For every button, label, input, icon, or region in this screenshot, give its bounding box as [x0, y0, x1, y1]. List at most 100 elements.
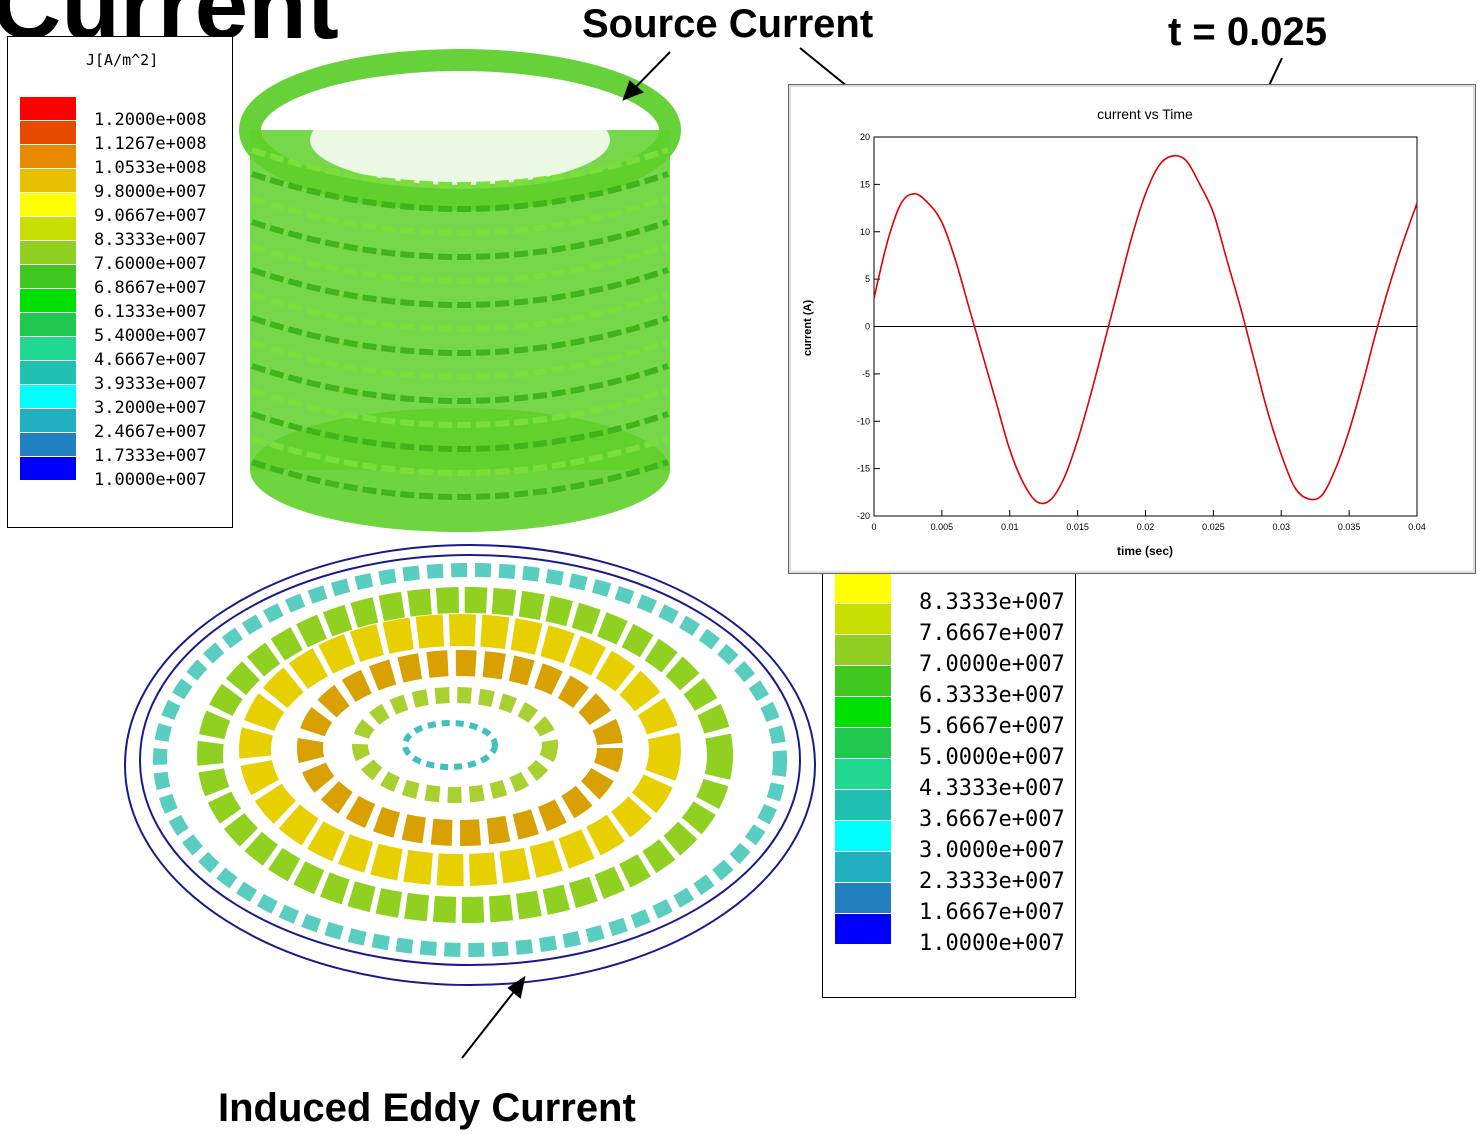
y-tick-label: 20 [860, 132, 870, 142]
y-tick-label: 0 [865, 322, 870, 332]
coil-arrow-band [251, 219, 669, 260]
source-coil-image [239, 49, 681, 532]
x-tick-label: 0.025 [1202, 522, 1225, 532]
legend-value: 3.6667e+007 [919, 807, 1065, 833]
legend-swatch [835, 635, 891, 665]
coil-arrow-band [251, 315, 669, 356]
legend-value: 6.3333e+007 [919, 683, 1065, 709]
legend-swatch [20, 385, 76, 408]
legend-value: 5.4000e+007 [94, 326, 207, 347]
current-density-legend-top: J[A/m^2] 1.2000e+008 1.1267e+008 1.0533e+0… [7, 36, 233, 528]
legend-swatch [835, 759, 891, 789]
coil-arrow-band [251, 363, 669, 404]
coil-arrow-band [251, 267, 669, 308]
legend-swatch [20, 457, 76, 480]
x-tick-label: 0.035 [1338, 522, 1361, 532]
legend-swatch [20, 97, 76, 120]
coil-arrow-band [251, 195, 669, 236]
x-tick-label: 0.02 [1137, 522, 1155, 532]
legend-value: 4.3333e+007 [919, 776, 1065, 802]
legend-swatch [835, 666, 891, 696]
legend-swatch [835, 697, 891, 727]
legend-value: 4.6667e+007 [94, 350, 207, 371]
y-tick-label: 15 [860, 179, 870, 189]
legend-swatch [835, 728, 891, 758]
legend-value: 9.0667e+007 [94, 206, 207, 227]
legend-swatch [20, 145, 76, 168]
coil-arrow-band [251, 243, 669, 284]
eddy-disk-image [124, 544, 816, 986]
legend-swatch [20, 217, 76, 240]
legend-swatch [20, 361, 76, 384]
y-tick-label: -20 [857, 511, 870, 521]
x-axis-label: time (sec) [1117, 544, 1173, 558]
x-tick-label: 0.03 [1272, 522, 1290, 532]
legend-swatch [835, 914, 891, 944]
series-line [873, 154, 1418, 505]
legend-value: 7.6667e+007 [919, 621, 1065, 647]
y-tick-label: -10 [857, 416, 870, 426]
coil-arrow-band [251, 291, 669, 332]
legend-swatch [835, 604, 891, 634]
legend-swatch [835, 790, 891, 820]
legend-value: 8.3333e+007 [919, 590, 1065, 616]
legend-title: J[A/m^2] [86, 51, 159, 69]
legend-value: 6.8667e+007 [94, 278, 207, 299]
current-vs-time-chart: current vs Time time (sec) current (A) 0… [802, 106, 1426, 558]
legend-swatch [20, 193, 76, 216]
legend-value: 1.7333e+007 [94, 446, 207, 467]
time-label: t = 0.025 [1168, 10, 1328, 54]
y-tick-label: 10 [860, 227, 870, 237]
y-tick-label: 5 [865, 274, 870, 284]
x-tick-label: 0.01 [1001, 522, 1019, 532]
legend-value: 3.9333e+007 [94, 374, 207, 395]
source-current-label: Source Current [582, 2, 874, 46]
legend-swatch [20, 121, 76, 144]
y-tick-label: -15 [857, 464, 870, 474]
current-vs-time-plot-window: current vs Time time (sec) current (A) 0… [788, 84, 1476, 574]
legend-value: 7.0000e+007 [919, 652, 1065, 678]
legend-swatch [20, 313, 76, 336]
legend-swatch [20, 241, 76, 264]
legend-swatch [835, 821, 891, 851]
legend-value: 1.6667e+007 [919, 900, 1065, 926]
legend-value: 1.2000e+008 [94, 110, 207, 131]
coil-arrow-band [251, 147, 669, 188]
coil-arrow-band [251, 339, 669, 380]
legend-value: 1.0000e+007 [94, 470, 207, 491]
legend-value: 2.4667e+007 [94, 422, 207, 443]
legend-swatch [835, 852, 891, 882]
legend-value: 3.0000e+007 [919, 838, 1065, 864]
legend-swatch [20, 169, 76, 192]
x-tick-label: 0.04 [1408, 522, 1426, 532]
coil-arrow-band [251, 387, 669, 428]
legend-value: 7.6000e+007 [94, 254, 207, 275]
legend-value: 9.8000e+007 [94, 182, 207, 203]
legend-value: 5.0000e+007 [919, 745, 1065, 771]
coil-arrow-band [251, 459, 669, 500]
coil-arrow-band [251, 171, 669, 212]
legend-value: 6.1333e+007 [94, 302, 207, 323]
legend-value: 1.0000e+007 [919, 931, 1065, 957]
eddy-current-label: Induced Eddy Current [218, 1086, 636, 1130]
coil-arrow-band [251, 411, 669, 452]
y-axis-label: current (A) [802, 300, 814, 357]
coil-arrow-band [251, 435, 669, 476]
legend-swatch [835, 573, 891, 603]
chart-title: current vs Time [1097, 106, 1193, 122]
legend-value: 3.2000e+007 [94, 398, 207, 419]
legend-value: 8.3333e+007 [94, 230, 207, 251]
x-tick-label: 0 [871, 522, 876, 532]
legend-value: 5.6667e+007 [919, 714, 1065, 740]
legend-swatch [20, 433, 76, 456]
legend-value: 2.3333e+007 [919, 869, 1065, 895]
y-tick-label: -5 [862, 369, 870, 379]
x-tick-label: 0.015 [1066, 522, 1089, 532]
legend-swatch [20, 409, 76, 432]
legend-swatch [20, 337, 76, 360]
x-tick-label: 0.005 [931, 522, 954, 532]
legend-swatch [835, 883, 891, 913]
legend-swatch [20, 265, 76, 288]
legend-value: 1.0533e+008 [94, 158, 207, 179]
